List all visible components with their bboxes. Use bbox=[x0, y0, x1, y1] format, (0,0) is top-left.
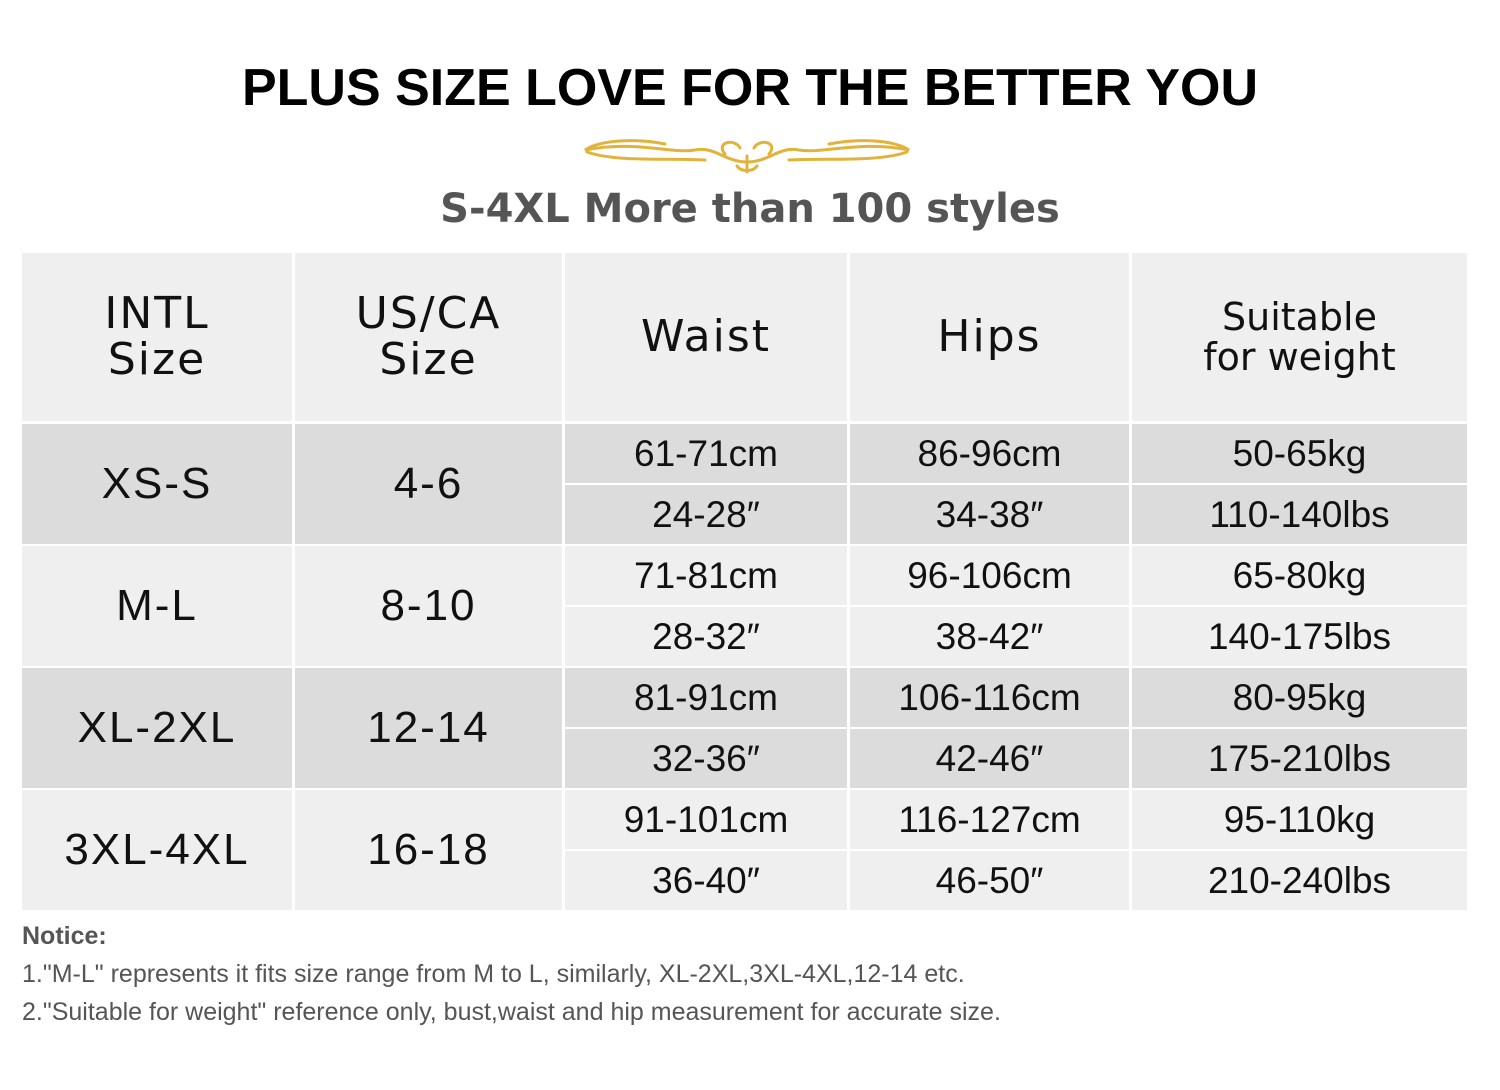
weight-value: 210-240lbs bbox=[1132, 851, 1467, 910]
waist-value: 71-81cm bbox=[565, 546, 847, 605]
header-line: INTL bbox=[104, 288, 210, 339]
weight-value: 65-80kg bbox=[1132, 546, 1467, 605]
notice-line: 2."Suitable for weight" reference only, … bbox=[22, 998, 1001, 1026]
column-header: Hips bbox=[850, 253, 1129, 421]
header-line: US/CA bbox=[355, 288, 502, 339]
notice-line: 1."M-L" represents it fits size range fr… bbox=[22, 960, 965, 988]
intl-size: M-L bbox=[22, 546, 292, 666]
notice-title: Notice: bbox=[22, 922, 107, 950]
weight-value: 175-210lbs bbox=[1132, 729, 1467, 788]
ornament bbox=[584, 139, 910, 174]
hips-value: 106-116cm bbox=[850, 668, 1129, 727]
hips-value: 86-96cm bbox=[850, 424, 1129, 483]
intl-size: XS-S bbox=[22, 424, 292, 544]
waist-value: 32-36″ bbox=[565, 729, 847, 788]
intl-size: 3XL-4XL bbox=[22, 790, 292, 910]
header-line: Waist bbox=[640, 311, 772, 362]
hips-value: 42-46″ bbox=[850, 729, 1129, 788]
hips-value: 34-38″ bbox=[850, 485, 1129, 544]
weight-value: 140-175lbs bbox=[1132, 607, 1467, 666]
weight-value: 50-65kg bbox=[1132, 424, 1467, 483]
title: PLUS SIZE LOVE FOR THE BETTER YOU bbox=[241, 59, 1259, 117]
hips-value: 96-106cm bbox=[850, 546, 1129, 605]
column-header: Suitable for weight bbox=[1132, 253, 1467, 421]
weight-value: 80-95kg bbox=[1132, 668, 1467, 727]
waist-value: 81-91cm bbox=[565, 668, 847, 727]
subtitle: S-4XL More than 100 styles bbox=[440, 186, 1060, 232]
us-size: 4-6 bbox=[295, 424, 562, 544]
waist-value: 28-32″ bbox=[565, 607, 847, 666]
intl-size: XL-2XL bbox=[22, 668, 292, 788]
column-header: US/CA Size bbox=[295, 253, 562, 421]
header-line: Size bbox=[107, 334, 207, 385]
weight-value: 95-110kg bbox=[1132, 790, 1467, 849]
hips-value: 116-127cm bbox=[850, 790, 1129, 849]
hips-value: 46-50″ bbox=[850, 851, 1129, 910]
header-line: Size bbox=[379, 334, 478, 385]
header-line: Suitable bbox=[1221, 295, 1377, 339]
waist-value: 61-71cm bbox=[565, 424, 847, 483]
weight-value: 110-140lbs bbox=[1132, 485, 1467, 544]
us-size: 8-10 bbox=[295, 546, 562, 666]
us-size: 12-14 bbox=[295, 668, 562, 788]
header-line: for weight bbox=[1203, 335, 1396, 379]
waist-value: 24-28″ bbox=[565, 485, 847, 544]
column-header: INTL Size bbox=[22, 253, 292, 421]
waist-value: 91-101cm bbox=[565, 790, 847, 849]
column-header: Waist bbox=[565, 253, 847, 421]
us-size: 16-18 bbox=[295, 790, 562, 910]
waist-value: 36-40″ bbox=[565, 851, 847, 910]
header-line: Hips bbox=[937, 311, 1042, 362]
hips-value: 38-42″ bbox=[850, 607, 1129, 666]
